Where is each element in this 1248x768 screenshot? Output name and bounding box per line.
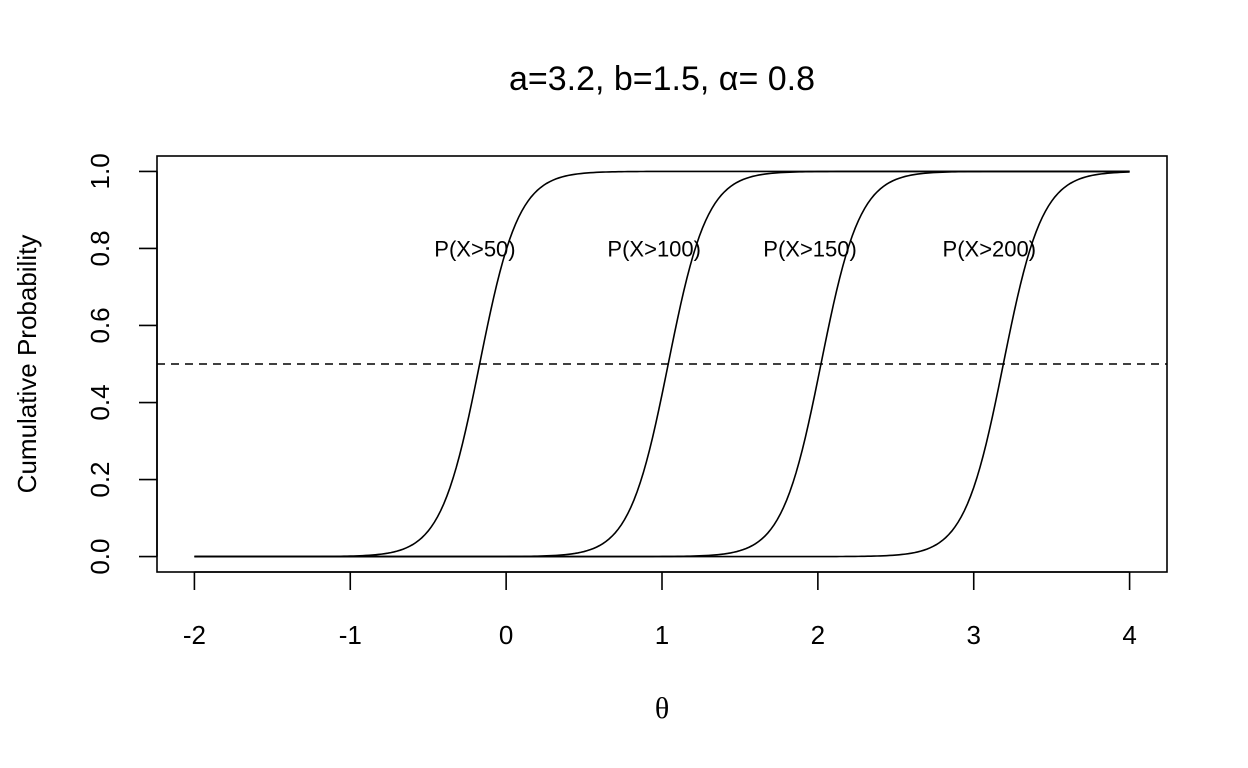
- x-tick-label: 0: [499, 620, 513, 650]
- curve-4: [194, 171, 1130, 558]
- y-tick-label: 0.4: [85, 384, 115, 420]
- curve-label-2: P(X>100): [607, 236, 701, 261]
- x-tick-label: 1: [655, 620, 669, 650]
- y-tick-label: 0.6: [85, 307, 115, 343]
- curves-group: [194, 170, 1130, 558]
- x-tick-label: 3: [966, 620, 980, 650]
- curve-label-1: P(X>50): [434, 236, 515, 261]
- x-tick-label: 4: [1122, 620, 1136, 650]
- y-tick-label: 0.2: [85, 461, 115, 497]
- chart-title: a=3.2, b=1.5, α= 0.8: [509, 60, 815, 98]
- y-tick-label: 1.0: [85, 153, 115, 189]
- curve-labels-group: P(X>50) P(X>100) P(X>150) P(X>200): [434, 236, 1036, 261]
- x-axis-label: θ: [655, 692, 669, 725]
- x-tick-label: -1: [339, 620, 362, 650]
- y-tick-label: 0.0: [85, 539, 115, 575]
- y-axis-label: Cumulative Probability: [12, 235, 42, 494]
- curve-label-4: P(X>200): [943, 236, 1037, 261]
- x-axis: -2 -1 0 1 2 3 4: [183, 571, 1137, 650]
- y-tick-label: 0.8: [85, 230, 115, 266]
- curve-label-3: P(X>150): [763, 236, 857, 261]
- y-axis: 0.0 0.2 0.4 0.6 0.8 1.0: [85, 153, 158, 575]
- x-tick-label: -2: [183, 620, 206, 650]
- x-tick-label: 2: [811, 620, 825, 650]
